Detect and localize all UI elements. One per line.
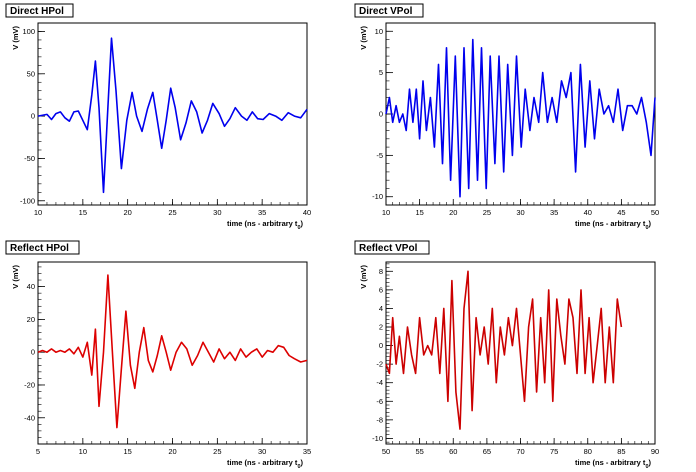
x-tick-label: 10 [79,447,87,456]
series-line-direct-hpol-0 [37,37,308,194]
x-tick-label: 10 [382,208,390,217]
x-axis-label: time (ns - arbitrary t0) [227,219,304,231]
y-axis-label: V (mV) [359,265,368,289]
plot-frame [37,261,308,445]
x-axis-label-sub: 0 [645,464,648,470]
y-tick-label: -10 [372,192,383,201]
x-tick-label: 40 [584,208,592,217]
y-tick-label: -100 [20,196,35,205]
y-tick-label: -10 [372,434,383,443]
x-tick-label: 30 [258,447,266,456]
x-tick-label: 25 [483,208,491,217]
x-tick-label: 15 [123,447,131,456]
y-tick-label: -40 [24,413,35,422]
y-tick-label: 4 [379,304,383,313]
x-tick-label: 20 [123,208,131,217]
x-tick-label: 20 [168,447,176,456]
chart-title: Direct HPol [10,6,64,17]
x-tick-label: 85 [617,447,625,456]
x-tick-label: 5 [36,447,40,456]
x-tick-label: 15 [415,208,423,217]
chart-panel-direct-vpol: Direct VPol 10 15 20 25 30 35 40 45 50 -10 -5 0 5 10 V … [354,3,659,231]
x-axis-label-close: ) [649,219,652,228]
x-tick-label: 80 [584,447,592,456]
x-tick-label: 35 [550,208,558,217]
y-tick-label: 5 [379,68,383,77]
x-tick-label: 25 [168,208,176,217]
x-tick-label: 70 [516,447,524,456]
chart-panel-reflect-hpol: Reflect HPol 5 10 15 20 25 30 35 -40 -20 0 20 40 V (m… [5,240,311,470]
x-axis-label-close: ) [649,458,652,467]
y-tick-label: 2 [379,323,383,332]
x-tick-label: 50 [382,447,390,456]
y-tick-label: 20 [27,315,35,324]
x-tick-label: 30 [516,208,524,217]
plot-frame [37,22,308,206]
x-tick-label: 45 [617,208,625,217]
title-box [354,240,430,255]
y-tick-label: 10 [375,27,383,36]
y-axis-label: V (mV) [11,26,20,50]
y-tick-label: 8 [379,267,383,276]
x-tick-label: 90 [651,447,659,456]
x-axis-label-main: time (ns - arbitrary t [575,219,646,228]
y-axis-label: V (mV) [359,26,368,50]
x-axis-label-sub: 0 [297,464,300,470]
x-tick-label: 20 [449,208,457,217]
x-tick-label: 10 [34,208,42,217]
x-axis-label-sub: 0 [297,225,300,231]
y-tick-label: -50 [24,154,35,163]
x-axis-label: time (ns - arbitrary t0) [575,458,652,470]
y-tick-label: -2 [376,360,383,369]
chart-title: Direct VPol [359,6,413,17]
chart-panel-direct-hpol: Direct HPol 10 15 20 25 30 35 40 -100 -50 0 50 100V … [5,3,311,231]
title-box [5,240,80,255]
x-axis-label-main: time (ns - arbitrary t [575,458,646,467]
x-tick-label: 50 [651,208,659,217]
series-line-direct-vpol-0 [385,38,656,198]
y-tick-label: 0 [31,112,35,121]
x-axis-label-sub: 0 [645,225,648,231]
y-tick-label: 0 [379,341,383,350]
y-tick-label: -8 [376,415,383,424]
title-box [354,3,424,18]
y-tick-label: 0 [379,110,383,119]
series-line-reflect-hpol-0 [37,274,308,429]
x-axis-label-main: time (ns - arbitrary t [227,219,298,228]
x-tick-label: 25 [213,447,221,456]
title-box [5,3,74,18]
y-tick-label: -4 [376,378,383,387]
y-tick-label: 6 [379,285,383,294]
x-tick-label: 65 [483,447,491,456]
y-tick-label: -5 [376,151,383,160]
y-axis-label: V (mV) [11,265,20,289]
x-axis-label: time (ns - arbitrary t0) [227,458,304,470]
x-tick-label: 15 [79,208,87,217]
x-tick-label: 75 [550,447,558,456]
y-tick-label: 0 [31,348,35,357]
x-tick-label: 55 [415,447,423,456]
x-axis-label-close: ) [301,458,304,467]
y-tick-label: 40 [27,282,35,291]
x-tick-label: 35 [258,208,266,217]
y-tick-label: 100 [22,27,35,36]
x-axis-label: time (ns - arbitrary t0) [575,219,652,231]
chart-title: Reflect HPol [10,243,69,254]
x-tick-label: 30 [213,208,221,217]
y-tick-label: -20 [24,380,35,389]
x-axis-label-main: time (ns - arbitrary t [227,458,298,467]
x-tick-label: 40 [303,208,311,217]
y-tick-label: 50 [27,69,35,78]
x-axis-label-close: ) [301,219,304,228]
x-tick-label: 35 [303,447,311,456]
series-line-reflect-vpol-0 [385,270,623,430]
chart-title: Reflect VPol [359,243,418,254]
y-tick-label: -6 [376,397,383,406]
x-tick-label: 60 [449,447,457,456]
